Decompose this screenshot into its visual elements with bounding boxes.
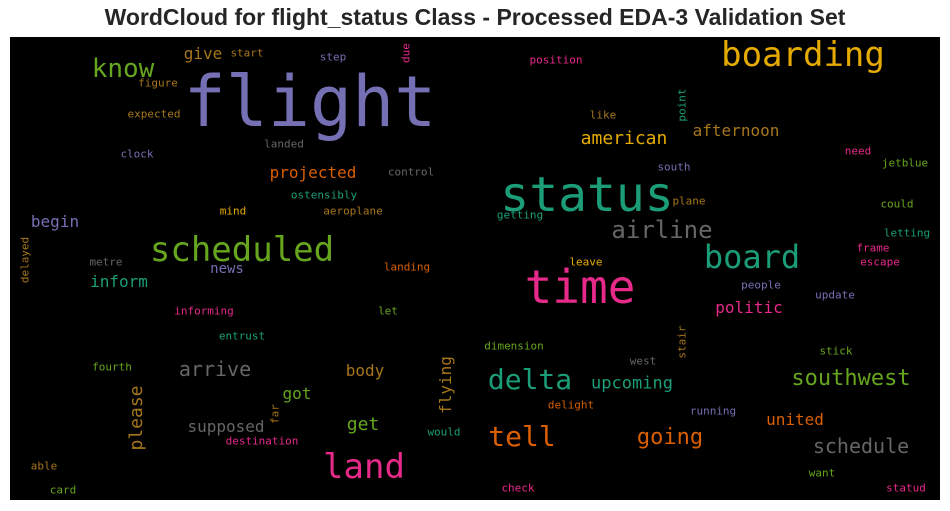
word-news: news — [210, 261, 244, 277]
word-getting: getting — [496, 208, 544, 222]
word-please: please — [126, 385, 147, 451]
word-step: step — [319, 50, 347, 64]
word-give: give — [183, 44, 223, 63]
word-arrive: arrive — [178, 357, 252, 381]
word-landed: landed — [264, 137, 304, 151]
word-scheduled: scheduled — [149, 230, 335, 270]
word-flight: flight — [183, 61, 437, 143]
word-able: able — [30, 459, 58, 473]
word-know: know — [91, 54, 155, 84]
word-upcoming: upcoming — [591, 373, 673, 394]
word-get: get — [346, 414, 380, 435]
word-due: due — [399, 43, 413, 63]
word-check: check — [501, 481, 535, 495]
word-status: status — [500, 167, 674, 223]
word-metre: metre — [89, 255, 123, 269]
word-leave: leave — [569, 255, 603, 269]
word-letting: letting — [883, 226, 931, 240]
word-landing: landing — [383, 260, 431, 274]
word-card: card — [49, 483, 77, 497]
word-supposed: supposed — [187, 417, 265, 436]
word-mind: mind — [219, 204, 247, 218]
word-begin: begin — [30, 212, 80, 231]
word-flying: flying — [436, 356, 455, 414]
word-control: control — [387, 165, 435, 179]
word-airline: airline — [611, 216, 713, 244]
word-boarding: boarding — [721, 37, 885, 75]
word-far: far — [268, 404, 282, 424]
word-expected: expected — [127, 107, 181, 121]
chart-title: WordCloud for flight_status Class - Proc… — [104, 4, 846, 30]
word-american: american — [580, 128, 668, 149]
word-delayed: delayed — [18, 236, 32, 284]
word-would: would — [427, 425, 461, 439]
word-start: start — [230, 46, 264, 60]
word-southwest: southwest — [791, 366, 911, 391]
word-got: got — [282, 384, 312, 403]
word-body: body — [345, 361, 385, 380]
word-south: south — [657, 160, 691, 174]
word-land: land — [323, 447, 405, 487]
word-destination: destination — [225, 434, 299, 448]
word-figure: figure — [138, 76, 178, 90]
word-schedule: schedule — [812, 434, 910, 458]
word-position: position — [529, 53, 583, 67]
word-delight: delight — [547, 398, 595, 412]
word-projected: projected — [269, 163, 357, 182]
word-time: time — [524, 260, 636, 314]
wordcloud-canvas: flight status time boarding scheduled board la… — [10, 37, 940, 500]
word-delta: delta — [487, 363, 573, 396]
word-stair: stair — [675, 325, 689, 359]
word-west: west — [629, 354, 657, 368]
word-need: need — [844, 144, 872, 158]
word-informing: informing — [174, 304, 234, 318]
word-inform: inform — [90, 272, 148, 291]
word-afternoon: afternoon — [692, 121, 780, 140]
word-frame: frame — [856, 241, 890, 255]
word-could: could — [880, 197, 914, 211]
word-board: board — [703, 238, 801, 276]
word-let: let — [378, 304, 398, 318]
word-jetblue: jetblue — [881, 156, 929, 170]
word-tell: tell — [488, 420, 556, 453]
word-going: going — [636, 425, 704, 450]
word-entrust: entrust — [218, 329, 266, 343]
word-ostensibly: ostensibly — [290, 188, 358, 202]
word-united: united — [766, 410, 824, 429]
word-fourth: fourth — [92, 360, 132, 374]
word-stick: stick — [819, 344, 853, 358]
word-like: like — [589, 108, 617, 122]
word-people: people — [741, 278, 781, 292]
word-aeroplane: aeroplane — [323, 204, 383, 218]
word-clock: clock — [120, 147, 154, 161]
word-statud: statud — [886, 481, 926, 495]
word-escape: escape — [860, 255, 900, 269]
word-politic: politic — [715, 298, 783, 317]
word-plane: plane — [672, 194, 706, 208]
word-update: update — [815, 288, 855, 302]
word-point: point — [675, 88, 689, 122]
word-running: running — [689, 404, 737, 418]
word-dimension: dimension — [484, 339, 544, 353]
word-want: want — [808, 466, 836, 480]
